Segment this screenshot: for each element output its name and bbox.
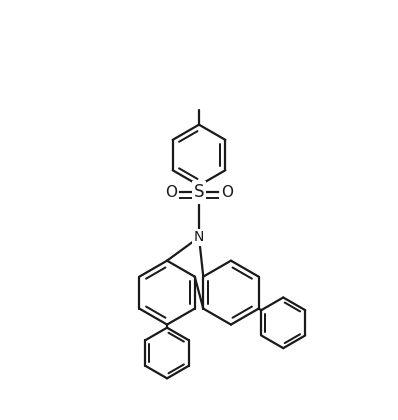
Text: S: S	[194, 184, 204, 202]
Text: O: O	[165, 185, 177, 200]
Text: N: N	[194, 230, 204, 244]
Text: O: O	[221, 185, 233, 200]
